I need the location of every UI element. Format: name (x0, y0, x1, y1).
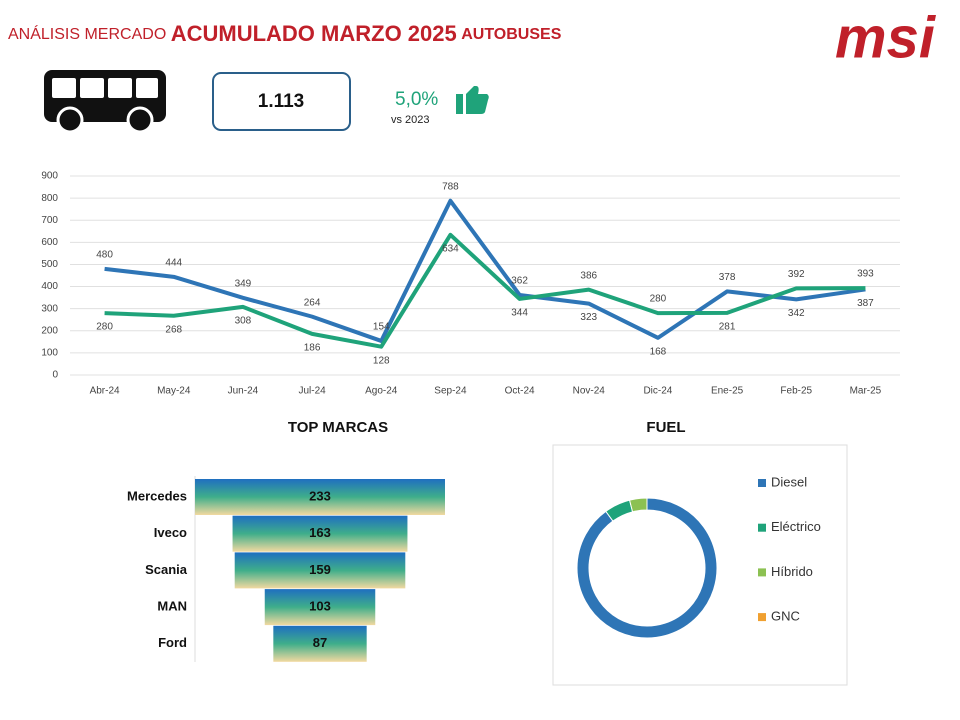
funnel-bar (232, 515, 408, 552)
y-tick-label: 900 (41, 171, 58, 182)
legend-label: Diesel (771, 474, 807, 489)
donut-slice (628, 497, 648, 513)
category-label: MAN (157, 599, 187, 614)
fuel-frame (552, 444, 848, 686)
data-label: 362 (511, 276, 528, 287)
legend-label: Eléctrico (771, 519, 821, 534)
x-tick-label: Ene-25 (711, 386, 744, 397)
funnel-title: TOP MARCAS (288, 419, 388, 436)
data-label: 128 (373, 355, 390, 366)
title-start: ANÁLISIS MERCADO (8, 24, 166, 43)
line-series (104, 198, 866, 343)
category-label: Ford (158, 635, 187, 650)
data-label: 392 (788, 269, 805, 280)
legend-swatch (758, 568, 766, 577)
data-label: 168 (650, 346, 667, 357)
data-label: 281 (719, 322, 736, 333)
category-label: Iveco (154, 525, 187, 540)
thumb-icon (456, 86, 489, 114)
x-tick-label: Jul-24 (298, 386, 326, 397)
data-label: 280 (650, 294, 667, 305)
title-main: ACUMULADO MARZO 2025 (171, 21, 457, 46)
y-tick-label: 700 (41, 215, 58, 226)
bus-icon (44, 70, 166, 134)
y-tick-label: 100 (41, 348, 58, 359)
legend-label: GNC (771, 609, 800, 624)
data-label: 393 (857, 269, 874, 280)
funnel-bar (234, 552, 406, 589)
funnel-bar (264, 589, 376, 626)
data-label: 233 (309, 488, 331, 503)
category-label: Mercedes (127, 488, 187, 503)
data-label: 349 (235, 278, 252, 289)
x-tick-label: Abr-24 (90, 386, 120, 397)
data-label: 280 (96, 322, 113, 333)
donut-title: FUEL (646, 419, 685, 436)
legend-swatch (758, 523, 766, 532)
data-label: 264 (304, 297, 321, 308)
x-tick-label: Ago-24 (365, 386, 398, 397)
title-end: AUTOBUSES (461, 26, 561, 43)
kpi-box (212, 72, 351, 131)
category-label: Scania (145, 562, 188, 577)
data-label: 378 (719, 272, 736, 283)
logo: msi (835, 5, 937, 70)
data-label: 323 (580, 312, 597, 323)
title: ANÁLISIS MERCADO ACUMULADO MARZO 2025 AU… (8, 21, 562, 46)
x-tick-label: May-24 (157, 386, 191, 397)
data-label: 103 (309, 599, 331, 614)
kpi-comparison: vs 2023 (391, 114, 430, 126)
data-label: 87 (313, 635, 327, 650)
y-tick-label: 200 (41, 325, 58, 336)
y-tick-label: 800 (41, 193, 58, 204)
y-tick-label: 0 (52, 370, 58, 381)
kpi-change: 5,0% (395, 89, 438, 110)
y-tick-label: 600 (41, 237, 58, 248)
data-label: 186 (304, 343, 321, 354)
y-tick-label: 500 (41, 259, 58, 270)
data-label: 154 (373, 322, 390, 333)
donut-slice (576, 497, 718, 639)
data-label: 163 (309, 525, 331, 540)
data-label: 386 (580, 270, 597, 281)
data-label: 444 (165, 257, 182, 268)
x-tick-label: Feb-25 (780, 386, 812, 397)
x-tick-label: Mar-25 (850, 386, 882, 397)
x-tick-label: Sep-24 (434, 386, 467, 397)
data-label: 634 (442, 243, 459, 254)
x-tick-label: Oct-24 (505, 386, 535, 397)
data-label: 268 (165, 324, 182, 335)
x-tick-label: Jun-24 (228, 386, 259, 397)
data-label: 159 (309, 562, 331, 577)
legend-swatch (758, 479, 766, 487)
data-label: 344 (511, 308, 528, 319)
legend-swatch (758, 613, 766, 622)
data-label: 342 (788, 308, 805, 319)
kpi-value: 1.113 (258, 91, 305, 112)
x-tick-label: Dic-24 (643, 386, 672, 397)
data-label: 480 (96, 250, 113, 261)
data-label: 387 (857, 298, 874, 309)
y-tick-label: 400 (41, 281, 58, 292)
funnel-bar (195, 479, 445, 515)
x-tick-label: Nov-24 (573, 386, 606, 397)
funnel-bar (273, 625, 367, 662)
data-label: 308 (235, 316, 252, 327)
line-series (104, 232, 866, 349)
legend-label: Híbrido (771, 564, 813, 579)
data-label: 788 (442, 181, 459, 192)
y-tick-label: 300 (41, 303, 58, 314)
